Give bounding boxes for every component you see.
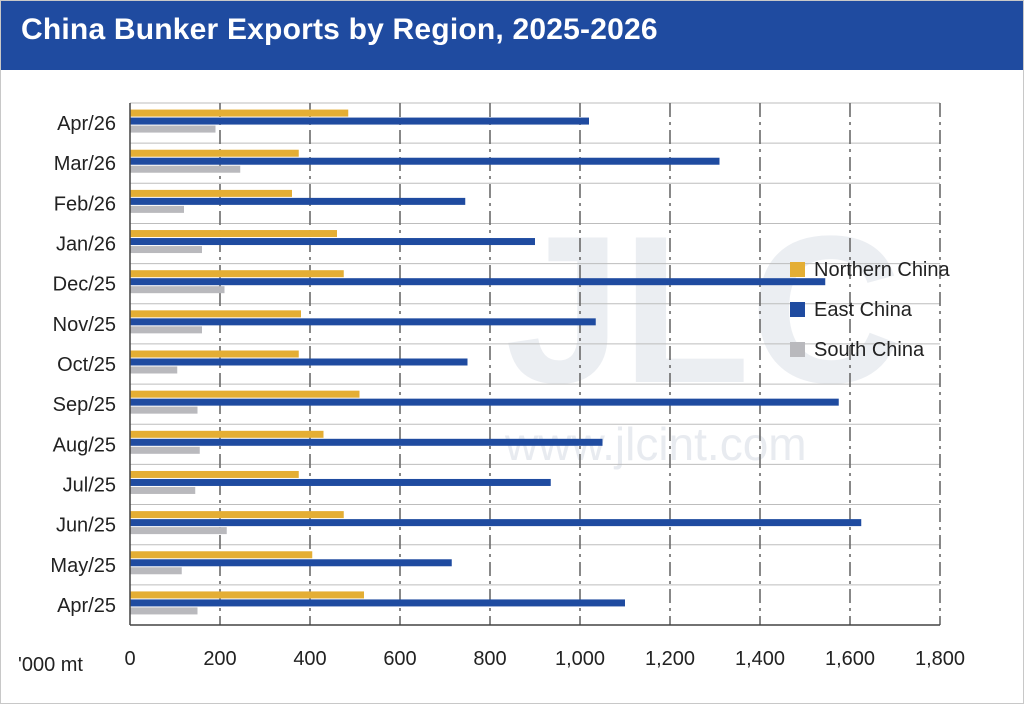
legend-swatch bbox=[790, 342, 805, 357]
bar-northern-china-jan-26 bbox=[130, 230, 337, 238]
y-tick-label: Apr/26 bbox=[57, 113, 116, 135]
x-tick-label: 800 bbox=[473, 648, 506, 670]
bar-south-china-apr-26 bbox=[130, 125, 216, 133]
bar-south-china-feb-26 bbox=[130, 205, 184, 213]
bars bbox=[130, 109, 862, 615]
x-tick-label: 1,600 bbox=[825, 648, 875, 670]
bar-south-china-jan-26 bbox=[130, 246, 202, 254]
bar-east-china-jan-26 bbox=[130, 238, 535, 246]
x-tick-label: 1,400 bbox=[735, 648, 785, 670]
y-tick-label: May/25 bbox=[50, 555, 116, 577]
legend-swatch bbox=[790, 302, 805, 317]
bar-east-china-mar-26 bbox=[130, 157, 720, 165]
bar-northern-china-oct-25 bbox=[130, 350, 299, 358]
y-tick-label: Mar/26 bbox=[54, 153, 116, 175]
x-tick-label: 1,200 bbox=[645, 648, 695, 670]
bar-east-china-oct-25 bbox=[130, 358, 468, 366]
bar-east-china-may-25 bbox=[130, 559, 452, 567]
title-bar: China Bunker Exports by Region, 2025-202… bbox=[1, 1, 1023, 70]
bar-east-china-feb-26 bbox=[130, 197, 466, 205]
y-tick-label: Jan/26 bbox=[56, 234, 116, 256]
watermark: JLC www.jlcint.com bbox=[504, 192, 902, 470]
bar-east-china-apr-25 bbox=[130, 599, 625, 607]
bar-east-china-apr-26 bbox=[130, 117, 589, 125]
bar-northern-china-aug-25 bbox=[130, 430, 324, 438]
bar-east-china-aug-25 bbox=[130, 438, 603, 446]
y-tick-label: Apr/25 bbox=[57, 595, 116, 617]
bar-northern-china-apr-25 bbox=[130, 591, 364, 599]
x-tick-label: 1,800 bbox=[915, 648, 965, 670]
bar-south-china-jul-25 bbox=[130, 486, 196, 494]
bar-east-china-jul-25 bbox=[130, 478, 551, 486]
y-tick-label: Feb/26 bbox=[54, 193, 116, 215]
y-tick-label: Oct/25 bbox=[57, 354, 116, 376]
bar-south-china-jun-25 bbox=[130, 527, 227, 535]
y-tick-label: Nov/25 bbox=[53, 314, 116, 336]
bar-south-china-may-25 bbox=[130, 567, 182, 575]
bar-northern-china-jul-25 bbox=[130, 470, 299, 478]
legend-label: South China bbox=[814, 339, 925, 361]
y-tick-label: Jun/25 bbox=[56, 515, 116, 537]
bar-east-china-dec-25 bbox=[130, 278, 826, 286]
legend-swatch bbox=[790, 262, 805, 277]
bar-northern-china-sep-25 bbox=[130, 390, 360, 398]
bar-northern-china-may-25 bbox=[130, 551, 313, 559]
bar-northern-china-feb-26 bbox=[130, 189, 292, 197]
chart-title: China Bunker Exports by Region, 2025-202… bbox=[21, 13, 658, 46]
y-tick-label: Dec/25 bbox=[53, 274, 116, 296]
bar-south-china-oct-25 bbox=[130, 366, 178, 374]
x-tick-label: 0 bbox=[124, 648, 135, 670]
bar-east-china-sep-25 bbox=[130, 398, 839, 406]
x-tick-label: 1,000 bbox=[555, 648, 605, 670]
bar-south-china-apr-25 bbox=[130, 607, 198, 615]
bar-northern-china-jun-25 bbox=[130, 511, 344, 519]
x-axis-label: '000 mt bbox=[18, 654, 83, 676]
bar-northern-china-dec-25 bbox=[130, 270, 344, 278]
legend-label: Northern China bbox=[814, 259, 951, 281]
watermark-logo-text: JLC bbox=[505, 192, 902, 427]
bar-east-china-jun-25 bbox=[130, 519, 862, 527]
y-tick-label: Jul/25 bbox=[63, 474, 116, 496]
bar-northern-china-apr-26 bbox=[130, 109, 349, 117]
legend-label: East China bbox=[814, 299, 913, 321]
bar-south-china-mar-26 bbox=[130, 165, 241, 173]
y-tick-label: Sep/25 bbox=[53, 394, 116, 416]
x-tick-label: 600 bbox=[383, 648, 416, 670]
legend: Northern China East China South China bbox=[790, 259, 951, 361]
axes: Apr/26 Mar/26 Feb/26 Jan/26 Dec/25 Nov/25 Oct/… bbox=[18, 103, 965, 676]
y-tick-label: Aug/25 bbox=[53, 434, 116, 456]
bar-northern-china-nov-25 bbox=[130, 310, 301, 318]
bar-east-china-nov-25 bbox=[130, 318, 596, 326]
x-tick-label: 400 bbox=[293, 648, 326, 670]
x-tick-label: 200 bbox=[203, 648, 236, 670]
bar-south-china-aug-25 bbox=[130, 446, 200, 454]
bar-northern-china-mar-26 bbox=[130, 149, 299, 157]
bar-south-china-dec-25 bbox=[130, 286, 225, 294]
bar-south-china-nov-25 bbox=[130, 326, 202, 334]
bar-south-china-sep-25 bbox=[130, 406, 198, 414]
